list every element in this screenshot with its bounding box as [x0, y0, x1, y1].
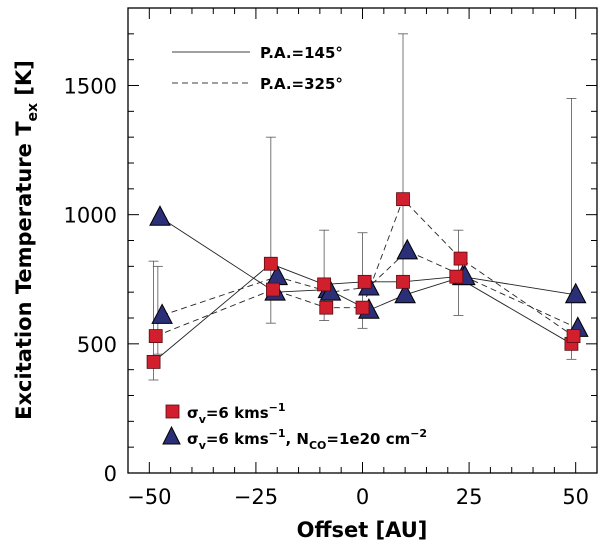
triangle-marker — [396, 238, 419, 260]
legend-triangle-label: σv=6 kms−1, NCO=1e20 cm−2 — [187, 427, 427, 452]
x-tick-label: 50 — [562, 485, 589, 509]
x-tick-label: 0 — [356, 485, 369, 509]
square-marker — [396, 274, 410, 289]
legend-triangle-co: CO — [309, 439, 326, 452]
legend-square-exp: −1 — [269, 401, 286, 414]
square-marker — [566, 329, 581, 343]
triangle-marker — [394, 282, 416, 304]
square-marker — [355, 300, 370, 315]
triangle-marker — [564, 282, 587, 304]
line-style-legend: P.A.=145° P.A.=325° — [172, 44, 343, 93]
square-marker — [317, 277, 332, 292]
y-axis-label-main: Excitation Temperature T — [12, 121, 36, 420]
square-marker — [396, 192, 410, 207]
square-marker — [357, 274, 372, 289]
x-tick-label: −50 — [127, 485, 171, 509]
legend-dashed-label: P.A.=325° — [260, 75, 343, 93]
square-marker — [453, 251, 468, 266]
triangle-marker — [149, 205, 171, 226]
x-tick-label: −25 — [234, 485, 278, 509]
legend-triangle-marker — [162, 425, 181, 445]
square-marker — [449, 269, 464, 284]
legend-triangle-ncolval: =1e20 cm — [326, 430, 410, 448]
y-tick-label: 1500 — [64, 75, 117, 99]
legend-triangle-sigma: σ — [187, 430, 199, 448]
y-tick-labels: 0 500 1000 1500 — [64, 75, 117, 487]
legend-square-sigma: σ — [187, 404, 199, 422]
y-axis-label: Excitation Temperature Tex [K] — [12, 60, 41, 420]
square-marker — [266, 282, 280, 297]
x-tick-labels: −50 −25 0 25 50 — [127, 485, 589, 509]
legend-solid-label: P.A.=145° — [260, 44, 343, 62]
x-axis-label: Offset [AU] — [297, 518, 428, 542]
axis-ticks — [128, 8, 597, 474]
legend-square-sub: v — [199, 413, 207, 426]
y-tick-label: 0 — [104, 462, 117, 486]
x-tick-label: 25 — [456, 485, 483, 509]
marker-legend: σv=6 kms−1 σv=6 kms−1, NCO=1e20 cm−2 — [162, 401, 427, 452]
legend-triangle-value: =6 kms — [206, 430, 269, 448]
square-marker — [148, 329, 163, 343]
y-tick-label: 1000 — [64, 204, 117, 228]
square-marker — [319, 300, 334, 315]
legend-square-value: =6 kms — [206, 404, 269, 422]
data-markers — [146, 192, 589, 369]
legend-triangle-exp2: −2 — [410, 427, 427, 440]
legend-triangle-sub: v — [199, 439, 207, 452]
legend-square-marker — [165, 404, 180, 419]
y-axis-label-unit: [K] — [12, 60, 36, 103]
square-marker — [146, 355, 161, 369]
legend-triangle-exp: −1 — [269, 427, 286, 440]
triangle-marker — [151, 303, 173, 324]
legend-square-label: σv=6 kms−1 — [187, 401, 286, 426]
error-bars — [148, 33, 577, 381]
y-axis-label-sub: ex — [25, 103, 41, 122]
series-line — [159, 216, 576, 311]
square-marker — [263, 256, 278, 271]
y-tick-label: 500 — [77, 333, 117, 357]
legend-triangle-ncol: , N — [286, 430, 309, 448]
